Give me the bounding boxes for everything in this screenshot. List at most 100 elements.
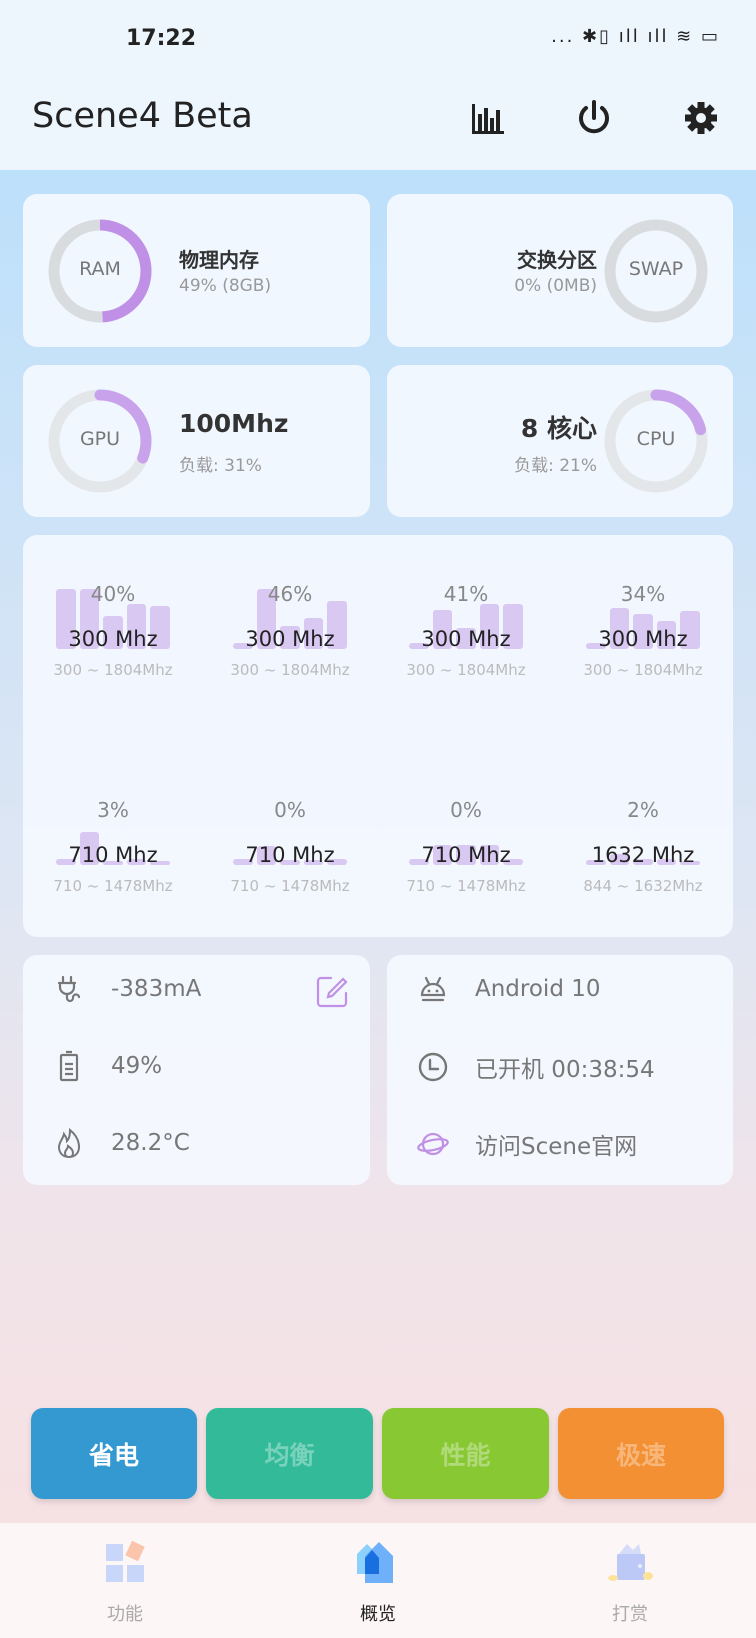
website-link[interactable]: 访问Scene官网: [475, 1134, 638, 1160]
nav-overview-label: 概览: [360, 1604, 396, 1625]
edit-icon[interactable]: [315, 975, 349, 1009]
ram-card[interactable]: RAM 物理内存 49% (8GB): [23, 194, 370, 347]
core-load-history: [233, 587, 347, 649]
core-load: 34%: [620, 582, 666, 606]
status-icons: ... ✱▯ ıll ıll ≋ ▭: [551, 26, 720, 47]
core-load-bar: [656, 620, 677, 649]
core-load-bar: [479, 844, 500, 865]
core-load-bar: [103, 861, 123, 865]
core-load-bar: [680, 611, 700, 649]
grid-icon: [106, 1540, 145, 1582]
temperature-row: 28.2°C: [53, 1127, 190, 1159]
nav-donate-label: 打赏: [612, 1604, 648, 1625]
battery-level-row: 49%: [53, 1050, 162, 1082]
ram-title: 物理内存: [179, 248, 259, 272]
core-load-bar: [609, 854, 630, 865]
core-load-bar: [409, 859, 429, 865]
core-load-bar: [327, 859, 347, 865]
core-load-history: [233, 803, 347, 865]
website-row[interactable]: 访问Scene官网: [417, 1127, 637, 1161]
status-time: 17:22: [126, 26, 197, 51]
core-load-bar: [503, 859, 523, 865]
uptime: 已开机 00:38:54: [475, 1057, 655, 1083]
core-load-history: [56, 803, 170, 865]
android-icon: [420, 976, 446, 1002]
mode-balance-button[interactable]: 均衡: [206, 1408, 373, 1499]
core-load-bar: [503, 604, 523, 649]
core-freq: 710 Mhz: [245, 843, 335, 867]
mode-performance-button[interactable]: 性能: [382, 1408, 549, 1499]
core-load-bar: [280, 860, 300, 865]
core-load-bar: [256, 589, 277, 649]
core-load: 0%: [450, 798, 482, 822]
core-load-history: [586, 803, 700, 865]
core-load-bar: [586, 860, 606, 865]
core-range: 300 ~ 1804Mhz: [583, 661, 703, 679]
cpu-label: CPU: [636, 428, 676, 450]
cpu-donut: [604, 389, 708, 493]
gpu-load: 负载: 31%: [179, 456, 262, 476]
core-freq: 300 Mhz: [245, 627, 335, 651]
core-load-bar: [456, 628, 476, 649]
core-load-bar: [432, 610, 453, 649]
swap-title: 交换分区: [517, 248, 597, 272]
plug-icon: [57, 975, 81, 1003]
core-load: 3%: [97, 798, 129, 822]
bar-chart-icon[interactable]: [468, 98, 508, 138]
core-load: 2%: [627, 798, 659, 822]
nav-overview[interactable]: 概览: [318, 1538, 438, 1626]
core-load-bar: [56, 859, 76, 865]
core-load-bar: [79, 832, 100, 865]
core-load-bar: [150, 861, 170, 865]
core-load-bar: [327, 601, 347, 649]
gpu-card[interactable]: GPU 100Mhz 负载: 31%: [23, 365, 370, 517]
core-freq: 300 Mhz: [598, 627, 688, 651]
clock-icon: [418, 1052, 448, 1082]
core-load-bar: [126, 604, 147, 649]
core-load-bar: [633, 859, 653, 865]
core-freq: 300 Mhz: [68, 627, 158, 651]
battery-icon: [59, 1050, 79, 1082]
nav-features-label: 功能: [107, 1604, 143, 1625]
core-load-bar: [303, 860, 324, 865]
core-freq: 1632 Mhz: [591, 843, 695, 867]
ram-label: RAM: [79, 258, 121, 280]
nav-features[interactable]: 功能: [65, 1538, 185, 1626]
core-load-bar: [633, 614, 653, 649]
battery-current: -383mA: [111, 976, 202, 1002]
core-load-bar: [656, 859, 677, 865]
core-range: 300 ~ 1804Mhz: [406, 661, 526, 679]
flame-icon: [57, 1127, 81, 1159]
core-load: 40%: [90, 582, 136, 606]
core-load-bar: [680, 861, 700, 865]
cpu-card[interactable]: CPU 8 核心 负载: 21%: [387, 365, 733, 517]
core-load-bar: [303, 617, 324, 649]
core-load-bar: [456, 844, 476, 865]
core-load-bar: [409, 643, 429, 649]
cpu-load: 负载: 21%: [514, 456, 597, 476]
core-load-bar: [586, 643, 606, 649]
core-range: 300 ~ 1804Mhz: [230, 661, 350, 679]
swap-label: SWAP: [628, 258, 684, 280]
nav-donate[interactable]: 打赏: [570, 1538, 690, 1626]
mode-fast-button[interactable]: 极速: [558, 1408, 724, 1499]
swap-donut: [604, 219, 708, 323]
app-header: [0, 0, 756, 170]
wallet-icon: [608, 1544, 653, 1581]
core-load-bar: [233, 643, 253, 649]
gear-icon[interactable]: [681, 98, 721, 138]
core-load-bar: [432, 844, 453, 865]
core-range: 710 ~ 1478Mhz: [406, 877, 526, 895]
core-load-bar: [609, 608, 630, 649]
core-load-bar: [103, 616, 123, 649]
power-icon[interactable]: [574, 98, 614, 138]
core-load: 41%: [443, 582, 489, 606]
core-range: 300 ~ 1804Mhz: [53, 661, 173, 679]
mode-powersave-button[interactable]: 省电: [31, 1408, 197, 1499]
swap-card[interactable]: SWAP 交换分区 0% (0MB): [387, 194, 733, 347]
core-load-bar: [56, 589, 76, 649]
ram-detail: 49% (8GB): [179, 276, 272, 296]
core-load-history: [586, 587, 700, 649]
uptime-row: 已开机 00:38:54: [417, 1050, 655, 1084]
battery-card: -383mA 49% 28.2°C: [23, 955, 370, 1185]
